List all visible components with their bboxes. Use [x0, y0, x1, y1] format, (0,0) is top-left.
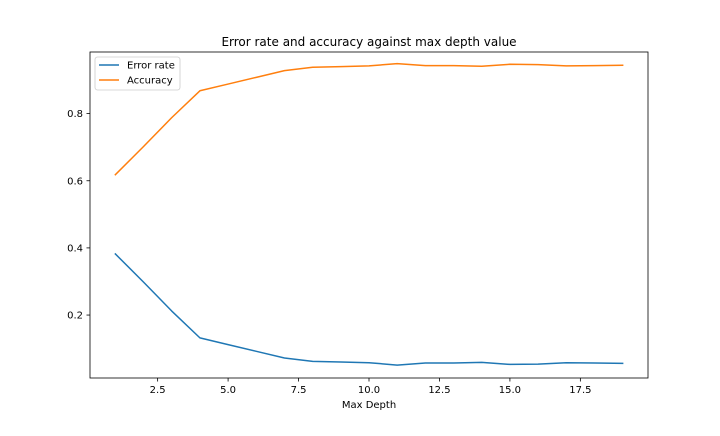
legend-label-error-rate: Error rate	[127, 61, 175, 72]
x-tick-label: 7.5	[291, 385, 307, 396]
x-tick-label: 15.0	[499, 385, 521, 396]
legend: Error rate Accuracy	[94, 56, 181, 91]
x-axis-ticks: 2.5 5.0 7.5 10.0 12.5 15.0 17.5	[150, 378, 591, 396]
x-axis-label: Max Depth	[342, 400, 396, 411]
y-tick-label: 0.2	[67, 311, 83, 322]
x-tick-label: 5.0	[220, 385, 236, 396]
y-axis-ticks: 0.2 0.4 0.6 0.8	[67, 109, 90, 322]
chart-title: Error rate and accuracy against max dept…	[221, 35, 516, 49]
x-tick-label: 2.5	[150, 385, 166, 396]
y-tick-label: 0.6	[67, 176, 83, 187]
x-tick-label: 12.5	[428, 385, 450, 396]
y-tick-label: 0.8	[67, 109, 83, 120]
x-tick-label: 17.5	[569, 385, 591, 396]
legend-label-accuracy: Accuracy	[127, 76, 173, 87]
plot-area-frame	[89, 51, 649, 379]
series-line-error-rate	[114, 252, 624, 366]
legend-items: Error rate Accuracy	[99, 61, 175, 87]
x-tick-label: 10.0	[358, 385, 380, 396]
y-tick-label: 0.4	[67, 243, 83, 254]
series-line-accuracy	[114, 62, 624, 176]
series-layer	[114, 62, 624, 366]
